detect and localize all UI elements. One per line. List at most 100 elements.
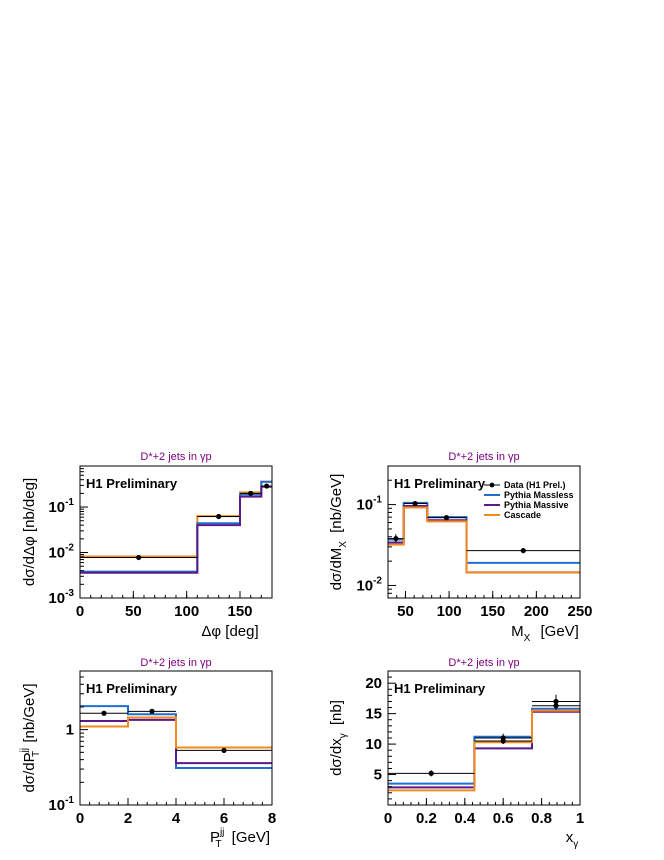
y-tick-base: 10 xyxy=(365,736,382,753)
x-tick-label: 250 xyxy=(567,603,592,620)
data-point xyxy=(553,703,559,709)
y-axis-label-main: dσ/dP xyxy=(21,752,38,792)
x-tick-label: 6 xyxy=(220,810,228,827)
x-tick-label: 4 xyxy=(172,810,181,827)
data-point xyxy=(136,554,142,561)
y-axis-label-sub: γ xyxy=(338,733,349,738)
y-axis-label-sup: jj xyxy=(19,748,30,753)
h1-preliminary-label: H1 Preliminary xyxy=(86,476,178,491)
x-tick-label: 100 xyxy=(437,603,462,620)
x-axis-label: xγ xyxy=(566,829,579,850)
y-tick-label: 10-1 xyxy=(48,795,74,814)
data-point xyxy=(393,535,399,542)
x-axis-label-unit: [GeV] xyxy=(536,623,579,640)
data-points xyxy=(388,500,580,554)
x-tick-label: 100 xyxy=(174,603,199,620)
histograms xyxy=(388,501,580,574)
series-cascade xyxy=(388,709,580,792)
y-tick-base: 10 xyxy=(48,545,65,562)
data-point xyxy=(216,513,222,520)
x-axis-label-sub: X xyxy=(524,633,531,644)
series-pythia_massive xyxy=(388,710,580,789)
x-tick-label: 150 xyxy=(480,603,505,620)
x-axis-label: Pjj T [GeV] xyxy=(210,827,270,850)
x-tick-label: 50 xyxy=(125,603,142,620)
x-axis-label-main: x xyxy=(566,829,574,846)
panel-title: D*+2 jets in γp xyxy=(140,657,211,669)
x-tick-label: 8 xyxy=(268,810,276,827)
y-axis-label: dσ/dMX [nb/GeV] xyxy=(328,474,349,591)
data-point xyxy=(443,515,450,521)
data-point xyxy=(221,747,227,754)
series-pythia_massive xyxy=(80,718,272,765)
y-tick-exponent: -2 xyxy=(65,543,74,554)
legend-entry: Cascade xyxy=(504,510,541,520)
panel-title: D*+2 jets in γp xyxy=(448,657,519,669)
y-tick-base: 10 xyxy=(48,590,65,607)
y-tick-base: 10 xyxy=(48,797,65,814)
x-axis-label-sub: T xyxy=(215,839,221,850)
y-tick-exponent: -1 xyxy=(65,795,74,806)
series-pythia_massless xyxy=(80,705,272,769)
legend-entry: Pythia Massless xyxy=(504,490,574,500)
h1-preliminary-label: H1 Preliminary xyxy=(394,476,486,491)
y-tick-label: 10-3 xyxy=(48,588,74,607)
x-tick-label: 2 xyxy=(124,810,132,827)
y-tick-base: 20 xyxy=(365,675,382,692)
y-tick-exponent: -1 xyxy=(65,497,74,508)
y-tick-exponent: -1 xyxy=(373,495,382,506)
y-tick-label: 5 xyxy=(374,767,382,784)
y-axis-label-main: dσ/dx xyxy=(328,738,345,776)
y-tick-base: 15 xyxy=(365,706,382,723)
histograms xyxy=(388,707,580,792)
x-tick-label: 0 xyxy=(384,810,392,827)
y-axis-label-sub: T xyxy=(31,751,42,757)
histograms xyxy=(80,705,272,769)
data-point xyxy=(520,547,526,554)
data-points xyxy=(80,483,272,561)
y-tick-label: 15 xyxy=(365,706,382,723)
y-tick-label: 1 xyxy=(66,722,74,739)
x-axis-label-sup: jj xyxy=(219,827,224,838)
legend-entry: Pythia Massive xyxy=(504,500,569,510)
y-tick-base: 1 xyxy=(66,722,74,739)
x-tick-label: 0.8 xyxy=(531,810,552,827)
series-pythia_massless xyxy=(80,480,272,573)
x-tick-label: 200 xyxy=(524,603,549,620)
y-axis-label-sub: X xyxy=(338,541,349,548)
data-point xyxy=(500,738,506,744)
y-tick-label: 20 xyxy=(365,675,382,692)
data-point xyxy=(149,708,155,714)
x-axis-label-sub: γ xyxy=(573,839,578,850)
x-tick-label: 0.2 xyxy=(416,810,437,827)
y-tick-base: 10 xyxy=(356,497,373,514)
y-tick-base: 10 xyxy=(356,577,373,594)
y-tick-label: 10-1 xyxy=(48,497,74,516)
x-tick-label: 0 xyxy=(76,603,84,620)
x-tick-label: 0.4 xyxy=(454,810,476,827)
x-tick-label: 150 xyxy=(227,603,252,620)
h1-preliminary-label: H1 Preliminary xyxy=(394,681,486,696)
x-axis-label-main: M xyxy=(511,623,524,640)
x-axis-label: MX [GeV] xyxy=(511,623,579,644)
panel-ptjj: D*+2 jets in γp 0 2 4 6 8 10-1 1 H1 Preliminary P… xyxy=(19,657,276,850)
series-pythia_massless xyxy=(388,501,580,564)
data-point xyxy=(428,770,434,776)
legend-swatch-marker xyxy=(489,482,495,488)
y-tick-label: 10-1 xyxy=(356,495,382,514)
y-axis-label-unit: [nb/GeV] xyxy=(21,683,38,746)
y-axis-label: dσ/dxγ [nb] xyxy=(328,700,349,776)
x-axis-label: Δφ [deg] xyxy=(201,623,258,640)
x-tick-label: 0.6 xyxy=(493,810,514,827)
x-tick-label: 1 xyxy=(576,810,584,827)
h1-preliminary-label: H1 Preliminary xyxy=(86,681,178,696)
data-point xyxy=(412,500,418,507)
series-cascade xyxy=(80,716,272,749)
series-pythia_massive xyxy=(80,485,272,574)
panel-title: D*+2 jets in γp xyxy=(448,451,519,463)
x-axis-label-unit: [GeV] xyxy=(228,829,271,846)
